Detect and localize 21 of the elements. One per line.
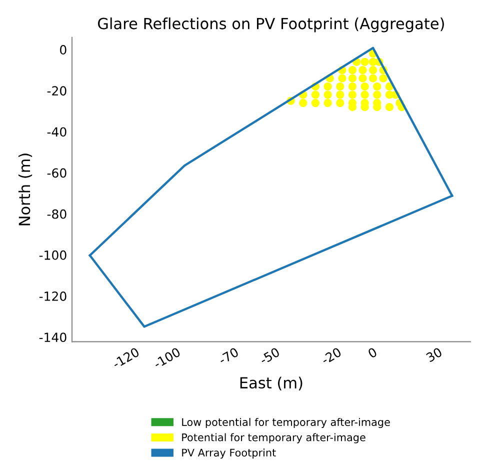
y-tick-label: -60 (47, 168, 66, 178)
x-axis-title: East (m) (240, 376, 302, 390)
y-axis-title: North (m) (18, 154, 32, 226)
x-tick-label: -120 (112, 347, 140, 369)
x-tick-label: 0 (367, 347, 378, 358)
y-tick-label: -40 (47, 127, 66, 137)
y-tick-label: -140 (39, 332, 66, 342)
chart-title: Glare Reflections on PV Footprint (Aggregate) (98, 18, 444, 32)
y-tick-label: -20 (47, 86, 66, 96)
x-tick-label: -70 (218, 347, 240, 365)
y-tick-label: 0 (60, 45, 66, 54)
x-tick-label: -20 (320, 347, 342, 365)
y-tick-label: -120 (39, 292, 66, 301)
x-tick-label: -50 (259, 347, 280, 365)
legend-label: Potential for temporary after-image (182, 433, 366, 444)
legend-label: Low potential for temporary after-image (182, 418, 390, 428)
x-tick-label: -100 (152, 347, 181, 369)
y-tick-label: -100 (39, 250, 66, 260)
y-tick-label: -80 (47, 209, 66, 219)
legend-label: PV Array Footprint (182, 448, 276, 459)
x-tick-label: 30 (426, 347, 443, 362)
